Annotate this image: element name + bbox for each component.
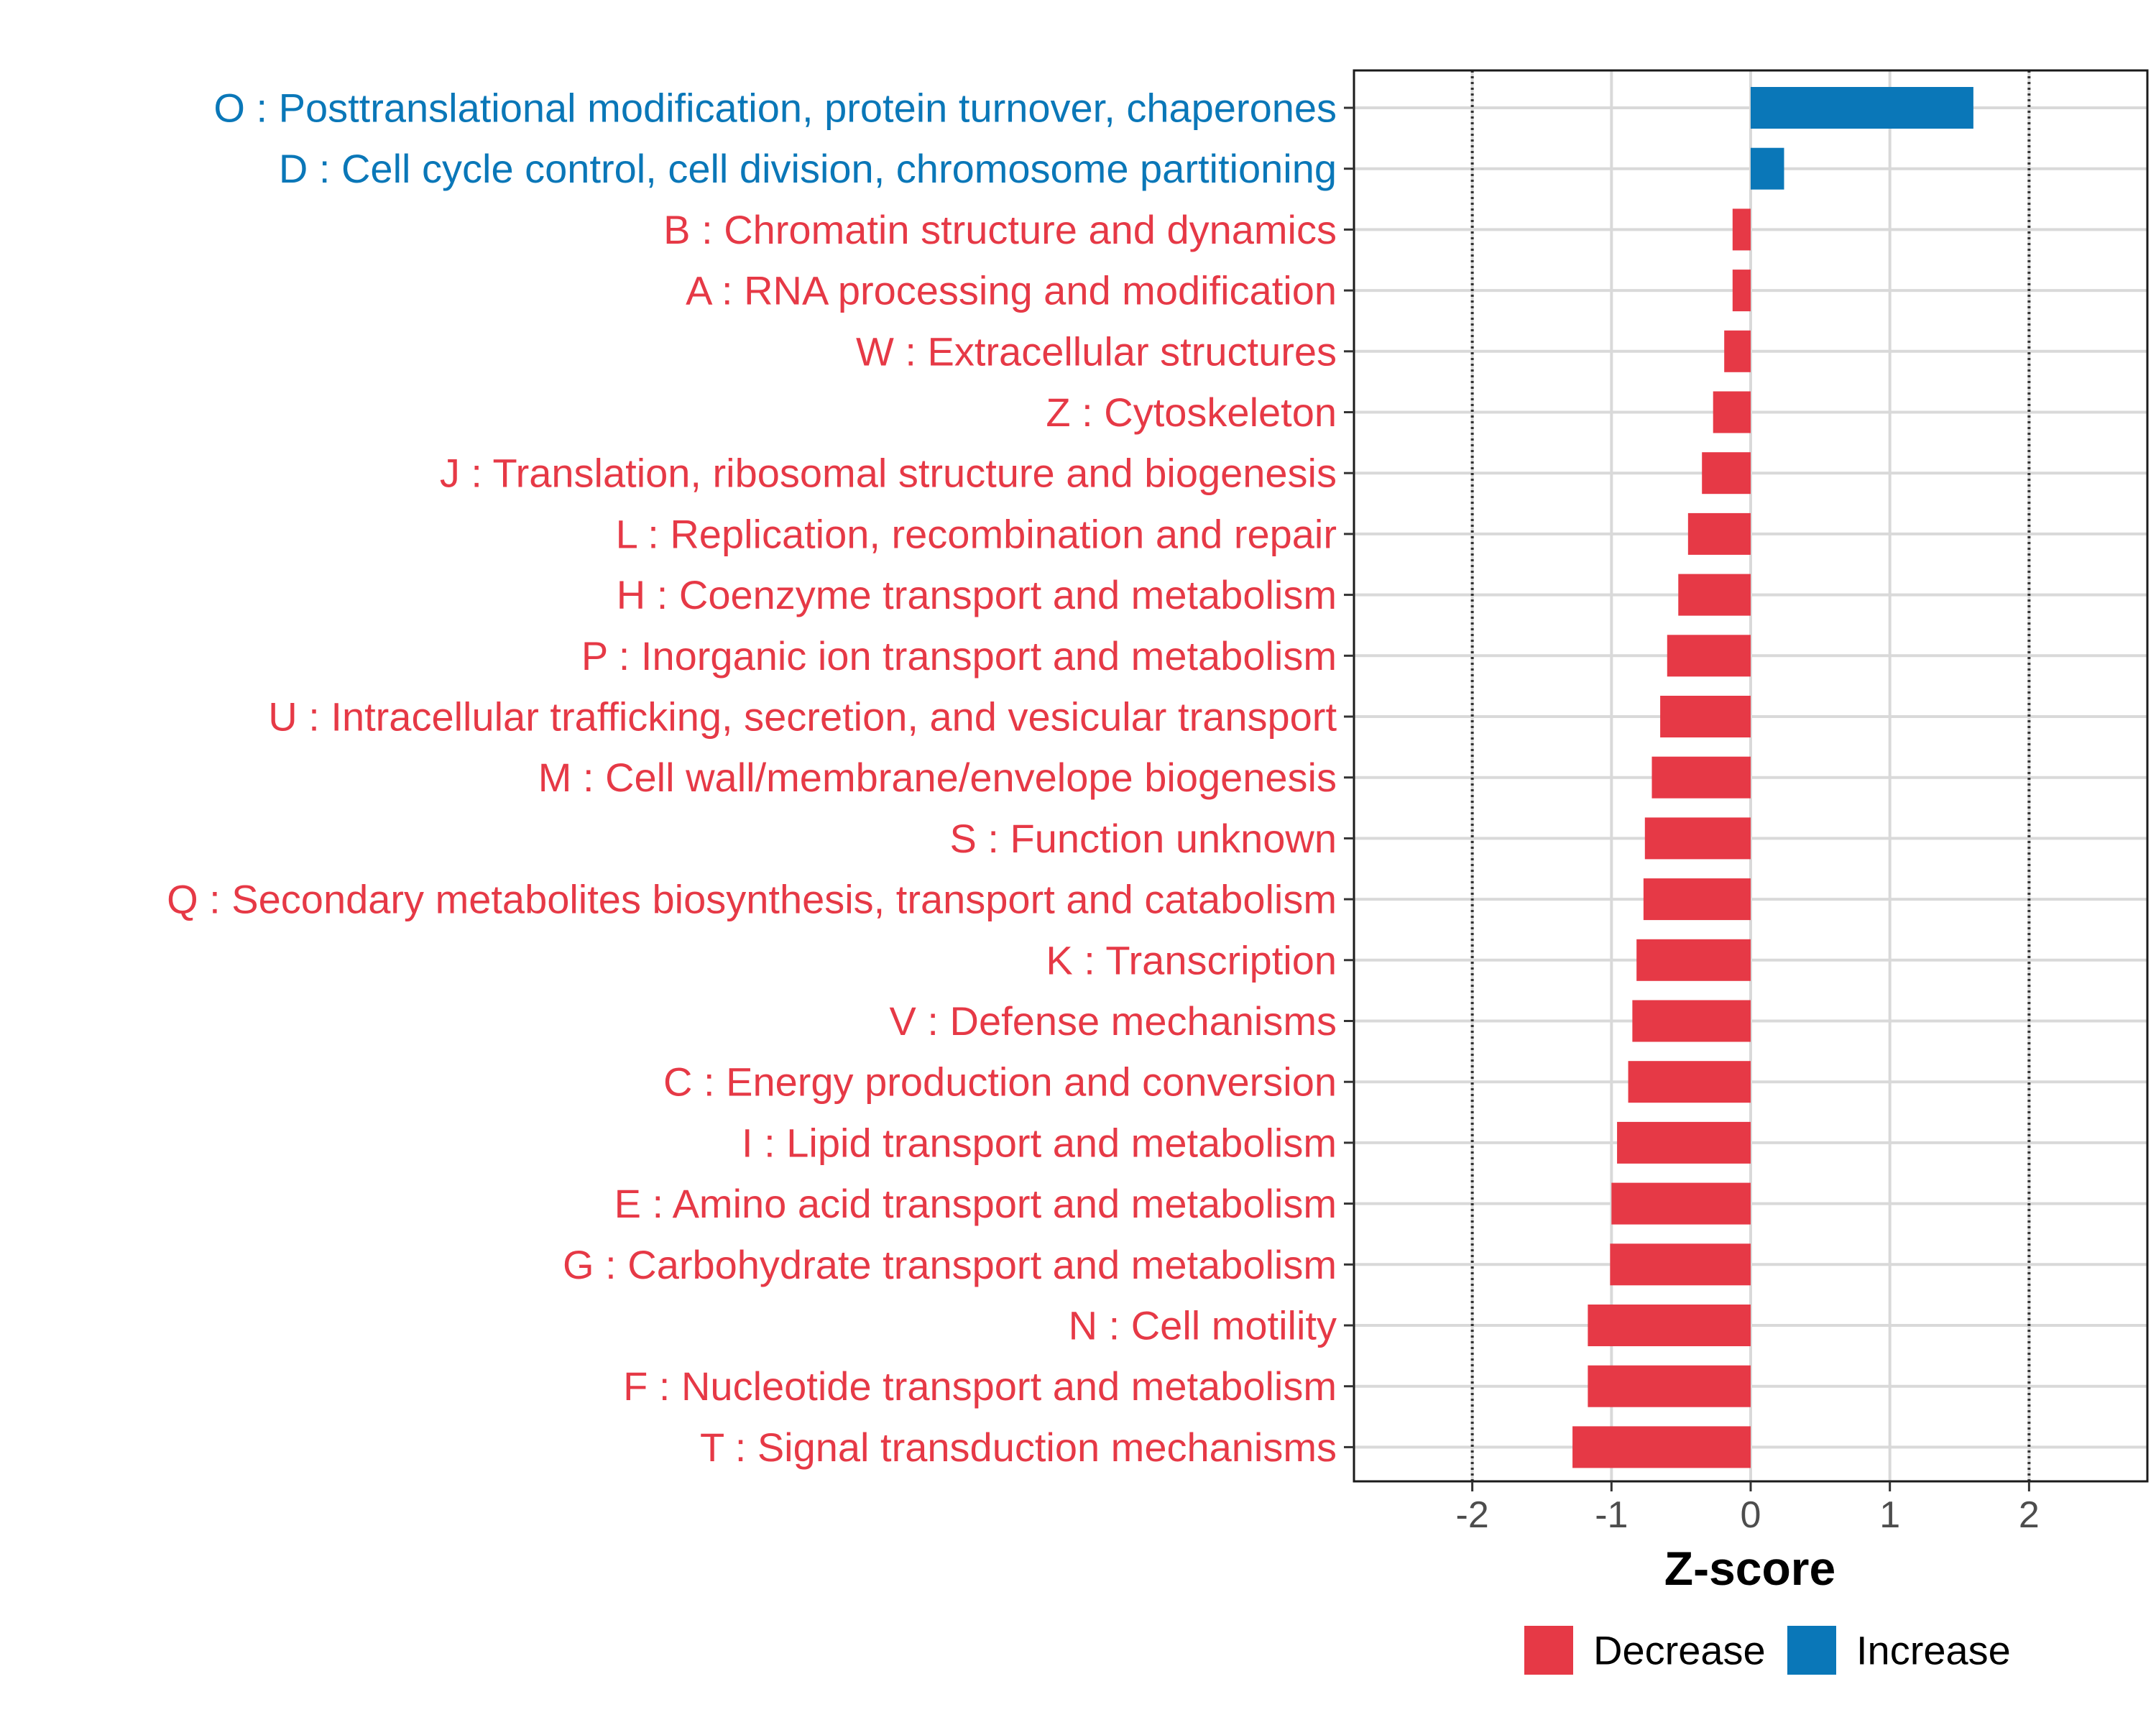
- category-label: F : Nucleotide transport and metabolism: [623, 1363, 1337, 1409]
- bar: [1644, 817, 1751, 860]
- bar: [1678, 574, 1751, 616]
- x-tick-label: 0: [1741, 1494, 1761, 1536]
- bar: [1632, 1000, 1751, 1042]
- category-label: V : Defense mechanisms: [890, 998, 1337, 1044]
- legend: Decrease Increase: [1524, 1626, 2011, 1675]
- category-label: B : Chromatin structure and dynamics: [663, 207, 1337, 252]
- category-label: H : Coenzyme transport and metabolism: [617, 572, 1337, 617]
- bar: [1610, 1243, 1751, 1286]
- bar: [1636, 939, 1751, 981]
- bar: [1660, 696, 1751, 737]
- bar: [1643, 878, 1751, 921]
- bar: [1651, 756, 1751, 799]
- category-label: S : Function unknown: [949, 816, 1337, 861]
- bar: [1617, 1121, 1751, 1164]
- x-tick-label: -1: [1595, 1494, 1628, 1536]
- category-label: K : Transcription: [1046, 937, 1337, 983]
- category-label: L : Replication, recombination and repai…: [616, 511, 1337, 556]
- category-label: P : Inorganic ion transport and metaboli…: [581, 633, 1337, 678]
- y-axis: O : Posttranslational modification, prot…: [167, 86, 1354, 1470]
- bar: [1588, 1305, 1751, 1346]
- legend-label-decrease: Decrease: [1593, 1628, 1766, 1673]
- x-axis: -2 -1 0 1 2: [1456, 1481, 2040, 1536]
- category-label: N : Cell motility: [1069, 1303, 1337, 1348]
- bar: [1687, 512, 1751, 555]
- category-label: G : Carbohydrate transport and metabolis…: [563, 1242, 1337, 1287]
- bar: [1732, 208, 1751, 251]
- category-label: C : Energy production and conversion: [663, 1059, 1337, 1105]
- bar: [1667, 635, 1751, 677]
- category-label: M : Cell wall/membrane/envelope biogenes…: [538, 755, 1337, 800]
- category-label: E : Amino acid transport and metabolism: [614, 1181, 1337, 1226]
- bar: [1628, 1061, 1751, 1103]
- category-label: W : Extracellular structures: [856, 328, 1337, 374]
- bar: [1732, 270, 1751, 312]
- x-tick-label: 2: [2019, 1494, 2040, 1536]
- category-label: Q : Secondary metabolites biosynthesis, …: [167, 877, 1337, 922]
- bar: [1611, 1182, 1751, 1225]
- x-tick-label: 1: [1879, 1494, 1900, 1536]
- category-label: J : Translation, ribosomal structure and…: [440, 451, 1337, 496]
- legend-key-increase: [1787, 1626, 1836, 1675]
- category-label: D : Cell cycle control, cell division, c…: [279, 146, 1337, 191]
- bar: [1751, 147, 1784, 190]
- category-label: I : Lipid transport and metabolism: [742, 1120, 1337, 1165]
- bar: [1751, 87, 1973, 129]
- x-tick-label: -2: [1456, 1494, 1489, 1536]
- legend-key-decrease: [1524, 1626, 1573, 1675]
- bar: [1713, 391, 1751, 433]
- x-axis-title: Z-score: [1664, 1542, 1835, 1595]
- bar: [1572, 1426, 1751, 1468]
- category-label: O : Posttranslational modification, prot…: [213, 86, 1337, 131]
- legend-label-increase: Increase: [1856, 1628, 2011, 1673]
- category-label: A : RNA processing and modification: [686, 268, 1337, 313]
- category-label: U : Intracellular trafficking, secretion…: [268, 694, 1337, 740]
- bar: [1588, 1365, 1751, 1407]
- bar: [1702, 452, 1751, 494]
- category-label: T : Signal transduction mechanisms: [700, 1425, 1337, 1470]
- bar: [1724, 330, 1751, 372]
- category-label: Z : Cytoskeleton: [1046, 390, 1337, 435]
- bar-layer: [1572, 87, 1973, 1468]
